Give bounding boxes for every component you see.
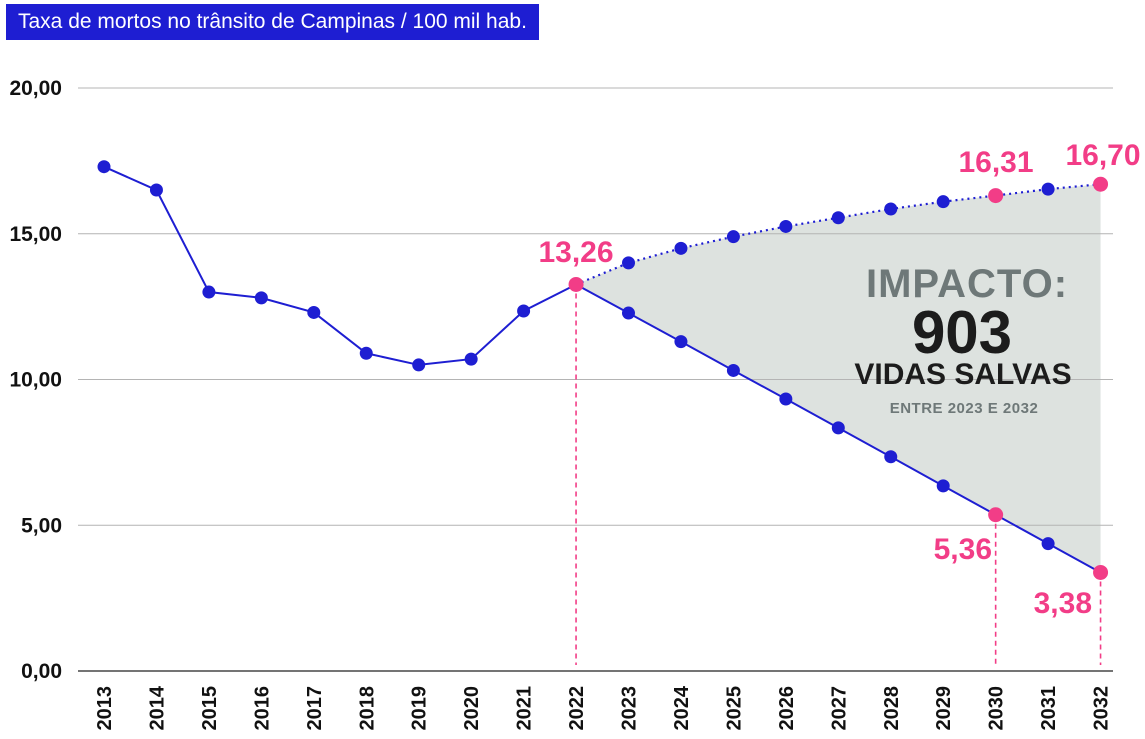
x-tick-label: 2031 <box>1038 686 1060 731</box>
y-tick-label: 0,00 <box>21 660 62 683</box>
impact-period: ENTRE 2023 E 2032 <box>890 400 1039 417</box>
highlight-point <box>988 188 1004 204</box>
label-2032-goal: 3,38 <box>1034 587 1092 620</box>
data-point <box>622 306 635 320</box>
x-tick-label: 2022 <box>566 686 588 731</box>
x-tick-label: 2016 <box>251 686 273 731</box>
data-point <box>149 183 163 197</box>
data-point <box>412 358 426 372</box>
impact-number: 903 <box>912 299 1012 366</box>
x-tick-label: 2021 <box>514 686 536 731</box>
x-tick-label: 2017 <box>304 686 326 731</box>
series-points <box>97 160 1055 551</box>
highlight-labels: 13,26 16,31 5,36 16,70 3,38 <box>538 139 1140 620</box>
y-tick-label: 10,00 <box>9 369 62 392</box>
x-tick-label: 2015 <box>199 686 221 731</box>
x-tick-label: 2029 <box>933 686 955 731</box>
impact-area-layer <box>576 184 1101 573</box>
y-axis: 0,00 5,00 10,00 15,00 20,00 <box>9 77 62 683</box>
series-line-0 <box>103 165 577 366</box>
x-tick-label: 2014 <box>146 685 168 730</box>
data-point <box>884 450 898 464</box>
y-tick-label: 5,00 <box>21 514 62 537</box>
data-point <box>779 392 793 406</box>
label-2030-projection: 16,31 <box>958 146 1033 179</box>
data-point <box>622 256 635 270</box>
data-point <box>97 160 111 174</box>
impact-lives-saved: VIDAS SALVAS <box>854 358 1071 391</box>
data-point <box>1041 537 1055 551</box>
label-2032-projection: 16,70 <box>1065 139 1140 172</box>
data-point <box>779 219 793 233</box>
impact-annotation: IMPACTO: 903 VIDAS SALVAS ENTRE 2023 E 2… <box>854 262 1071 417</box>
data-point <box>726 230 740 244</box>
x-tick-label: 2027 <box>828 686 850 731</box>
data-point <box>307 305 321 319</box>
highlight-points <box>568 176 1109 580</box>
data-point <box>674 241 688 255</box>
x-tick-label: 2032 <box>1091 686 1113 731</box>
impact-area <box>576 184 1101 573</box>
highlight-point <box>1093 176 1109 192</box>
data-point <box>464 352 478 366</box>
x-tick-label: 2023 <box>619 686 641 731</box>
data-point <box>936 195 950 209</box>
grid-layer <box>78 87 1113 672</box>
highlight-point <box>1093 564 1109 580</box>
x-tick-label: 2030 <box>986 686 1008 731</box>
x-tick-label: 2026 <box>776 686 798 731</box>
impact-heading: IMPACTO: <box>866 262 1068 306</box>
highlight-point <box>988 507 1004 523</box>
x-tick-label: 2019 <box>409 686 431 731</box>
data-point <box>359 346 373 360</box>
x-tick-label: 2013 <box>94 686 116 731</box>
data-point <box>517 304 531 318</box>
data-point <box>1041 182 1055 196</box>
x-tick-label: 2028 <box>881 686 903 731</box>
x-axis: 2013 2014 2015 2016 2017 2018 2019 2020 2021 2022… <box>94 685 1113 730</box>
data-point <box>202 285 216 299</box>
label-2030-goal: 5,36 <box>934 533 992 566</box>
data-point <box>254 291 268 305</box>
data-point <box>674 335 688 349</box>
data-point <box>831 421 845 435</box>
reference-lines <box>575 284 1102 665</box>
y-tick-label: 15,00 <box>9 223 62 246</box>
y-tick-label: 20,00 <box>9 77 62 100</box>
label-2022: 13,26 <box>538 236 613 269</box>
x-tick-label: 2020 <box>461 686 483 731</box>
x-tick-label: 2018 <box>356 686 378 731</box>
data-point <box>936 479 950 493</box>
data-point <box>726 363 740 377</box>
data-point <box>831 211 845 225</box>
x-tick-label: 2024 <box>671 685 693 730</box>
highlight-point <box>568 276 584 292</box>
data-point <box>884 202 898 216</box>
x-tick-label: 2025 <box>723 686 745 731</box>
chart-title: Taxa de mortos no trânsito de Campinas /… <box>6 4 539 40</box>
